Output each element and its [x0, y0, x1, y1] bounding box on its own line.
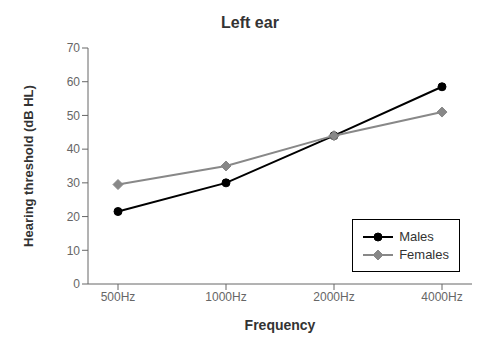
svg-text:30: 30 — [67, 176, 81, 190]
svg-text:10: 10 — [67, 244, 81, 258]
svg-text:Frequency: Frequency — [245, 317, 316, 333]
svg-text:20: 20 — [67, 210, 81, 224]
svg-text:Hearing threshold (dB HL): Hearing threshold (dB HL) — [21, 85, 36, 247]
html-text:Females: Females — [399, 247, 449, 262]
svg-text:0: 0 — [73, 277, 80, 291]
html-text:Left ear: Left ear — [221, 14, 279, 31]
svg-text:1000Hz: 1000Hz — [205, 290, 246, 304]
svg-text:40: 40 — [67, 142, 81, 156]
svg-text:60: 60 — [67, 75, 81, 89]
svg-text:70: 70 — [67, 41, 81, 55]
html-text:Males: Males — [399, 229, 434, 244]
svg-text:4000Hz: 4000Hz — [421, 290, 462, 304]
svg-text:500Hz: 500Hz — [101, 290, 136, 304]
svg-text:50: 50 — [67, 109, 81, 123]
svg-text:2000Hz: 2000Hz — [313, 290, 354, 304]
